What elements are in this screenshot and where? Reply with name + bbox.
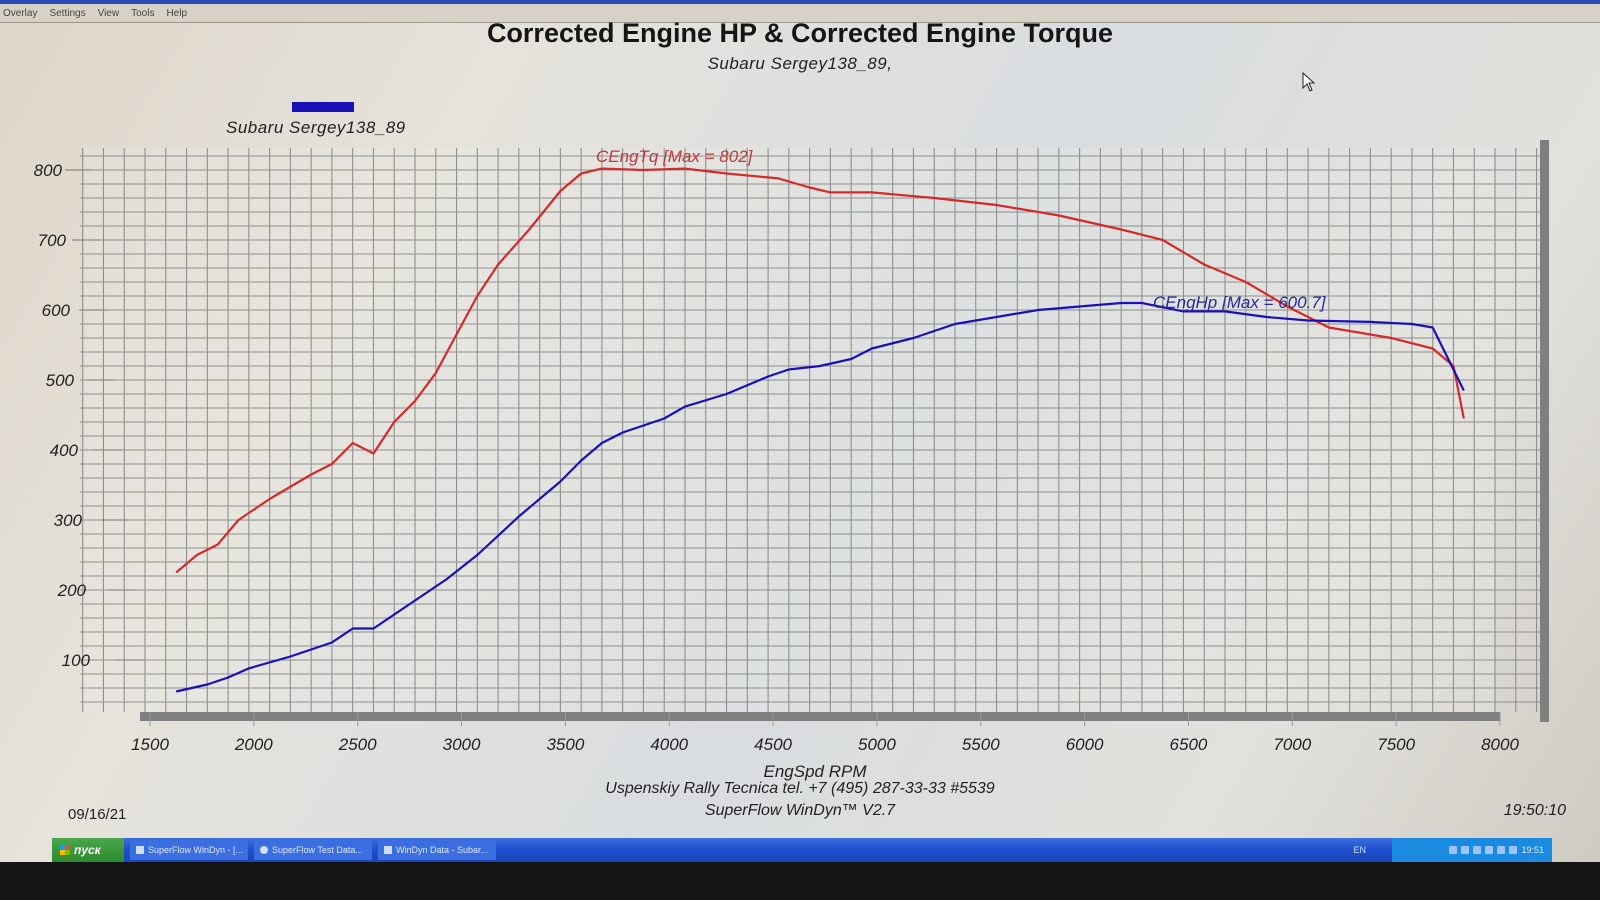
taskbar-item-label: SuperFlow WinDyn - [...: [148, 845, 244, 855]
x-tick-label: 2500: [338, 735, 377, 754]
y-tick-label: 500: [46, 371, 75, 390]
windows-logo-icon: [60, 845, 70, 855]
app-icon: [260, 846, 268, 854]
x-tick-label: 3000: [443, 735, 481, 754]
x-tick-label: 3500: [546, 735, 584, 754]
torque-line: [175, 167, 1465, 574]
legend-swatch: [292, 102, 354, 112]
menu-settings[interactable]: Settings: [49, 7, 86, 19]
taskbar-item-test-data[interactable]: SuperFlow Test Data...: [254, 840, 372, 860]
tray-network-icon[interactable]: [1449, 846, 1458, 854]
y-tick-label: 400: [50, 441, 79, 460]
start-label: пуск: [74, 843, 101, 857]
taskbar-item-label: WinDyn Data - Subar...: [396, 845, 489, 855]
x-tick-label: 6500: [1170, 735, 1208, 754]
hp-line: [175, 301, 1465, 693]
y-tick-label: 600: [42, 301, 71, 320]
x-tick-label: 6000: [1066, 735, 1104, 754]
monitor-bezel: [0, 862, 1600, 900]
x-tick-label: 2000: [234, 735, 273, 754]
chart-title: Corrected Engine HP & Corrected Engine T…: [486, 18, 1114, 48]
dyno-chart: 100 200 300 400 500 600 700 800 1500 2000 2500 3000…: [34, 140, 1549, 781]
app-icon: [384, 846, 392, 854]
mouse-cursor-icon: [1302, 72, 1316, 92]
menu-tools[interactable]: Tools: [131, 7, 155, 19]
chart-shadow: [1540, 140, 1549, 722]
x-tick-label: 5000: [858, 735, 896, 754]
y-tick-label: 300: [54, 511, 83, 530]
x-tick-label: 8000: [1481, 735, 1519, 754]
taskbar-item-windyn[interactable]: SuperFlow WinDyn - [...: [130, 840, 248, 860]
x-tick-label: 7000: [1273, 735, 1311, 754]
x-tick-label: 4000: [650, 735, 688, 754]
taskbar-item-label: SuperFlow Test Data...: [272, 845, 363, 855]
chart-grid: [80, 148, 1540, 712]
tray-volume-icon[interactable]: [1485, 846, 1494, 854]
tray-app-icon[interactable]: [1461, 846, 1470, 854]
app-icon: [136, 846, 144, 854]
start-button[interactable]: пуск: [52, 838, 124, 862]
tray-antivirus-icon[interactable]: [1497, 846, 1506, 854]
x-tick-label: 4500: [754, 735, 792, 754]
window-titlebar: [0, 0, 1600, 4]
y-tick-label: 100: [62, 651, 91, 670]
legend-label: Subaru Sergey138_89: [226, 118, 406, 137]
dyno-screen: Overlay Settings View Tools Help Correct…: [0, 0, 1600, 862]
system-tray: 19:51: [1392, 838, 1552, 862]
footer-date: 09/16/21: [68, 806, 127, 823]
menu-overlay[interactable]: Overlay: [3, 7, 38, 19]
footer-app-version: SuperFlow WinDyn™ V2.7: [704, 802, 896, 819]
y-tick-label: 200: [57, 581, 87, 600]
menu-view[interactable]: View: [97, 7, 120, 19]
y-tick-label: 800: [34, 161, 63, 180]
menu-bar: Overlay Settings View Tools Help: [0, 4, 1600, 23]
y-tick-label: 700: [38, 231, 67, 250]
taskbar-item-windyn-data[interactable]: WinDyn Data - Subar...: [378, 840, 496, 860]
x-tick-label: 1500: [131, 735, 169, 754]
x-tick-label: 5500: [962, 735, 1000, 754]
tray-app-icon[interactable]: [1509, 846, 1518, 854]
footer-company: Uspenskiy Rally Tecnica tel. +7 (495) 28…: [605, 780, 995, 797]
tray-app-icon[interactable]: [1473, 846, 1482, 854]
chart-subtitle: Subaru Sergey138_89,: [707, 54, 893, 73]
menu-help[interactable]: Help: [166, 7, 188, 19]
x-axis-label: EngSpd RPM: [764, 762, 868, 781]
hp-max-annotation: CEngHp [Max = 600.7]: [1153, 293, 1327, 312]
x-tick-label: 7500: [1377, 735, 1415, 754]
taskbar: пуск SuperFlow WinDyn - [... SuperFlow T…: [52, 838, 1552, 862]
x-axis-bar: [140, 712, 1500, 721]
torque-max-annotation: CEngTq [Max = 802]: [596, 147, 754, 166]
footer-time: 19:50:10: [1503, 802, 1566, 819]
tray-clock: 19:51: [1521, 845, 1544, 855]
language-indicator[interactable]: EN: [1353, 845, 1366, 855]
